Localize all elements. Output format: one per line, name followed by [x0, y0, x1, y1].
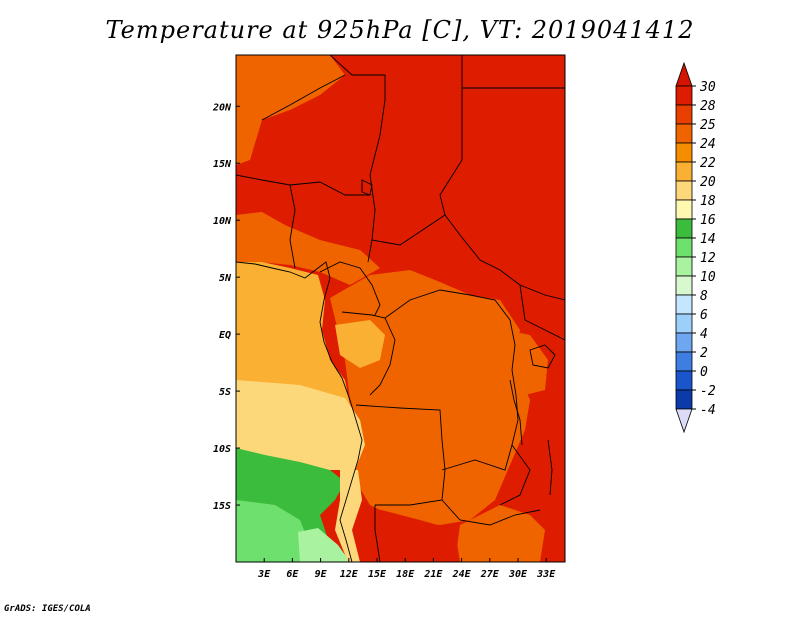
- colorbar-label: 8: [700, 289, 708, 304]
- colorbar-label: 4: [700, 327, 708, 342]
- temperature-field: [236, 55, 565, 562]
- x-tick-label: 30E: [508, 569, 528, 580]
- colorbar-swatch: [675, 85, 693, 106]
- field-ocean-southeast: [236, 380, 365, 470]
- colorbar-swatch: [675, 332, 693, 353]
- border-nigeria: [289, 184, 296, 269]
- colorbar-bottom-arrow: [675, 408, 693, 434]
- coastline-west-africa: [236, 261, 363, 562]
- colorbar-swatch: [675, 161, 693, 182]
- border-drc-east: [509, 319, 519, 446]
- y-axis: 20N 15N 10N 5N EQ 5S 10S 15S: [212, 102, 240, 512]
- lake-victoria: [529, 344, 556, 369]
- colorbar-label: 25: [700, 118, 716, 133]
- border-namibia: [374, 505, 381, 562]
- field-ocean-gulf: [236, 262, 350, 405]
- colorbar-label: -2: [700, 384, 716, 399]
- y-tick-label: 10S: [213, 444, 231, 455]
- y-tick-label: 5N: [219, 273, 232, 284]
- colorbar-swatch: [675, 256, 693, 277]
- footer-credit: GrADS: IGES/COLA: [4, 604, 91, 614]
- lake-tanganyika: [509, 379, 523, 446]
- border-mali-niger: [261, 74, 346, 121]
- colorbar-swatch: [675, 199, 693, 220]
- border-drc-north: [384, 289, 511, 321]
- colorbar-label: 18: [700, 194, 716, 209]
- colorbar-swatch: [675, 237, 693, 258]
- field-cold-ocean: [236, 500, 318, 562]
- colorbar-swatch: [675, 142, 693, 163]
- colorbar-swatch: [675, 389, 693, 410]
- x-tick-label: 21E: [423, 569, 443, 580]
- colorbar-swatch: [675, 294, 693, 315]
- colorbar-top-arrow: [675, 61, 693, 87]
- colorbar-label: 16: [700, 213, 716, 228]
- field-kalahari-hot: [358, 505, 460, 562]
- field-great-lakes: [505, 330, 548, 395]
- border-chad-car: [371, 214, 565, 301]
- colorbar-label: 6: [700, 308, 708, 323]
- colorbar-swatch: [675, 123, 693, 144]
- chart-title: Temperature at 925hPa [C], VT: 201904141…: [105, 16, 695, 44]
- x-tick-label: 6E: [286, 569, 299, 580]
- x-tick-label: 24E: [452, 569, 472, 580]
- colorbar-label: 20: [700, 175, 716, 190]
- colorbar-swatch: [675, 370, 693, 391]
- lake-malawi: [547, 439, 553, 496]
- colorbar-label: 14: [700, 232, 716, 247]
- colorbar-label: 0: [700, 365, 708, 380]
- field-gabon-highlands: [335, 320, 385, 368]
- x-tick-label: 12E: [340, 569, 359, 580]
- x-tick-label: 15E: [368, 569, 387, 580]
- y-tick-label: 10N: [213, 216, 232, 227]
- colorbar-swatch: [675, 313, 693, 334]
- x-tick-label: 3E: [257, 569, 271, 580]
- colorbar-label: 12: [700, 251, 716, 266]
- colorbar-label: 22: [700, 156, 716, 171]
- border-east-africa: [519, 284, 565, 341]
- lake-chad: [361, 179, 373, 196]
- field-upwelling: [298, 528, 350, 562]
- map-frame: [235, 54, 566, 563]
- colorbar-label: 24: [700, 137, 716, 152]
- colorbar-swatch: [675, 180, 693, 201]
- border-gabon-congo: [341, 311, 396, 396]
- colorbar-label: 30: [699, 80, 716, 95]
- field-gulf-coast-warm: [236, 212, 380, 285]
- x-tick-label: 33E: [536, 569, 556, 580]
- y-tick-label: EQ: [219, 330, 231, 341]
- field-west-africa-warm: [236, 55, 345, 165]
- colorbar-swatch: [675, 218, 693, 239]
- y-tick-label: 20N: [212, 102, 232, 113]
- y-tick-label: 5S: [219, 387, 231, 398]
- x-axis: 3E 6E 9E 12E 15E 18E 21E 24E 27E 30E 33E: [257, 558, 556, 580]
- field-angola-coast: [335, 470, 362, 562]
- colorbar-label: -4: [700, 403, 716, 418]
- colorbar-swatch: [675, 275, 693, 296]
- border-libya-egypt: [439, 55, 463, 216]
- border-zambia: [441, 443, 531, 506]
- x-tick-label: 9E: [315, 569, 328, 580]
- border-cameroon: [319, 261, 381, 316]
- x-tick-label: 27E: [480, 569, 500, 580]
- colorbar-swatch: [675, 104, 693, 125]
- map-borders: [236, 55, 565, 562]
- border-sahel: [236, 174, 370, 196]
- colorbar-label: 2: [700, 346, 708, 361]
- border-sahara: [329, 55, 386, 263]
- y-tick-label: 15S: [213, 501, 231, 512]
- colorbar-swatch: [675, 351, 693, 372]
- field-southeast-warm: [455, 505, 545, 562]
- colorbar-label: 10: [700, 270, 716, 285]
- x-tick-label: 18E: [396, 569, 415, 580]
- border-angola: [355, 404, 446, 506]
- y-tick-label: 15N: [213, 159, 232, 170]
- border-botswana-zim: [441, 499, 541, 526]
- colorbar-label: 28: [700, 99, 716, 114]
